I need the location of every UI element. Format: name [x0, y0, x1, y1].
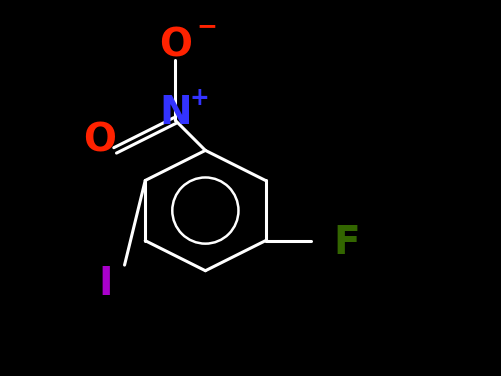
Text: −: − [197, 14, 218, 38]
Text: F: F [333, 223, 360, 262]
Text: I: I [99, 265, 113, 303]
Text: O: O [84, 122, 117, 160]
Text: N: N [159, 94, 191, 132]
Text: +: + [190, 86, 209, 110]
Text: O: O [159, 26, 192, 64]
